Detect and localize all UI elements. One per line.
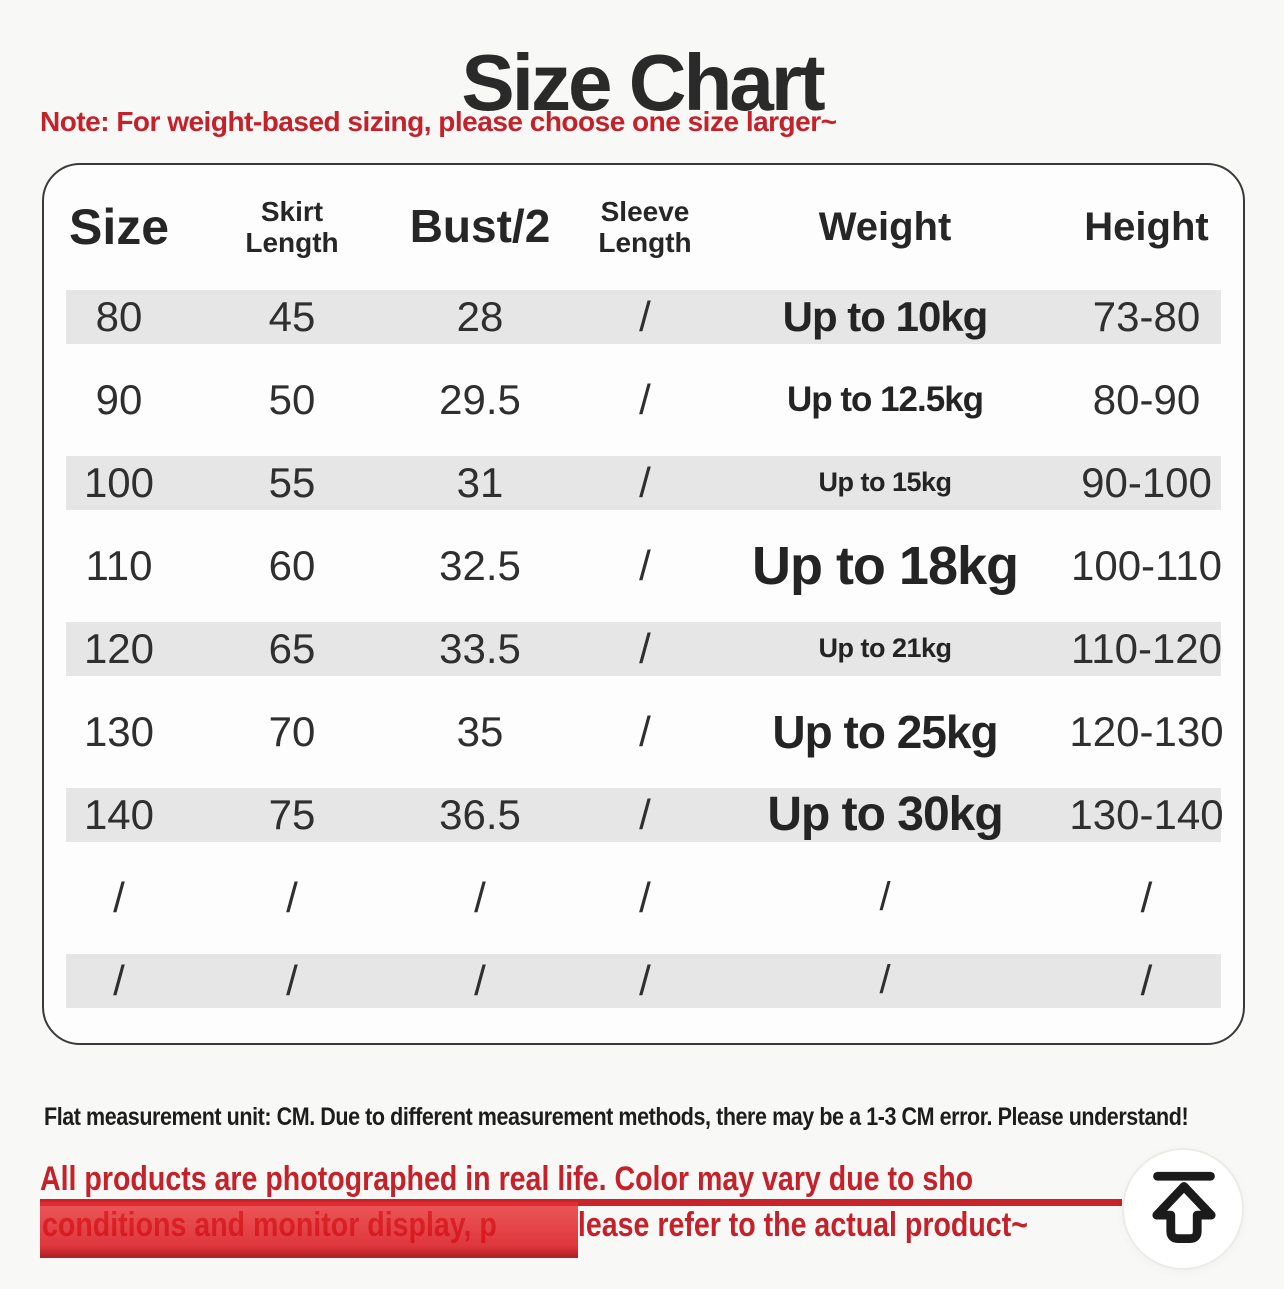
sizing-note: Note: For weight-based sizing, please ch… xyxy=(40,106,837,137)
bust-cell: / xyxy=(474,956,486,1004)
height-cell: 110-120 xyxy=(1070,624,1223,672)
height-cell: 120-130 xyxy=(1069,707,1224,755)
sleeve-cell: / xyxy=(639,375,651,423)
back-to-top-icon xyxy=(1152,1171,1216,1244)
header-sleeve-length: Sleeve Length xyxy=(598,195,692,258)
skirt-cell: 60 xyxy=(268,541,316,589)
measurement-note: Flat measurement unit: CM. Due to differ… xyxy=(44,1103,1189,1131)
weight-cell: Up to 12.5kg xyxy=(786,379,984,419)
skirt-cell: 75 xyxy=(268,790,316,838)
red-redaction-block xyxy=(40,1202,578,1258)
bust-cell: / xyxy=(474,873,486,921)
header-skirt-length: Skirt Length xyxy=(245,195,339,258)
weight-cell: Up to 18kg xyxy=(751,535,1019,596)
height-cell: 100-110 xyxy=(1070,541,1223,589)
size-cell: 100 xyxy=(83,458,155,506)
skirt-cell: 50 xyxy=(268,375,316,423)
height-cell: / xyxy=(1140,873,1153,921)
weight-cell: Up to 15kg xyxy=(818,467,952,497)
header-height: Height xyxy=(1084,204,1209,249)
size-cell: 130 xyxy=(83,707,155,755)
bust-cell: 36.5 xyxy=(439,790,521,838)
height-cell: 130-140 xyxy=(1069,790,1224,838)
skirt-cell: / xyxy=(286,873,298,921)
bust-cell: 33.5 xyxy=(439,624,521,672)
sleeve-cell: / xyxy=(639,292,651,340)
table-row: 100 55 31 / Up to 15kg 90-100 xyxy=(44,441,1243,524)
table-row: 120 65 33.5 / Up to 21kg 110-120 xyxy=(44,607,1243,690)
table-row: 80 45 28 / Up to 10kg 73-80 xyxy=(44,275,1243,358)
weight-cell: / xyxy=(879,958,891,1002)
bust-cell: 28 xyxy=(456,292,504,340)
sleeve-cell: / xyxy=(639,707,651,755)
weight-cell: Up to 21kg xyxy=(818,633,952,663)
header-weight: Weight xyxy=(818,204,952,249)
size-cell: 140 xyxy=(83,790,155,838)
header-size: Size xyxy=(68,199,170,255)
table-row: 90 50 29.5 / Up to 12.5kg 80-90 xyxy=(44,358,1243,441)
skirt-cell: / xyxy=(286,956,298,1004)
size-cell: 110 xyxy=(85,541,153,589)
page-title: Size Chart xyxy=(461,37,825,127)
sleeve-cell: / xyxy=(639,624,651,672)
skirt-cell: 55 xyxy=(268,458,316,506)
bust-cell: 35 xyxy=(456,707,504,755)
height-cell: 90-100 xyxy=(1081,458,1212,506)
header-bust-half: Bust/2 xyxy=(409,200,551,253)
table-row: 140 75 36.5 / Up to 30kg 130-140 xyxy=(44,773,1243,856)
red-notice-line1: All products are photographed in real li… xyxy=(40,1160,974,1198)
skirt-cell: 65 xyxy=(268,624,316,672)
table-row: / / / / / / xyxy=(44,939,1243,1022)
height-cell: 73-80 xyxy=(1092,292,1201,340)
size-cell: 90 xyxy=(95,375,143,423)
size-cell: 120 xyxy=(83,624,155,672)
skirt-cell: 70 xyxy=(268,707,316,755)
bust-cell: 32.5 xyxy=(439,541,521,589)
table-header-row: Size Skirt Length Bust/2 Sleeve Length W… xyxy=(44,165,1243,275)
height-cell: / xyxy=(1140,956,1153,1004)
sleeve-cell: / xyxy=(639,790,651,838)
weight-cell: Up to 30kg xyxy=(767,788,1003,841)
skirt-cell: 45 xyxy=(268,292,316,340)
sleeve-cell: / xyxy=(639,873,651,921)
weight-cell: Up to 25kg xyxy=(772,705,998,758)
sleeve-cell: / xyxy=(639,956,651,1004)
red-notice-line2-visible: lease refer to the actual product~ xyxy=(577,1206,1028,1244)
sleeve-cell: / xyxy=(639,541,651,589)
size-chart-table: Size Skirt Length Bust/2 Sleeve Length W… xyxy=(42,163,1245,1045)
weight-cell: / xyxy=(879,875,891,919)
weight-cell: Up to 10kg xyxy=(782,292,989,340)
table-row: 130 70 35 / Up to 25kg 120-130 xyxy=(44,690,1243,773)
size-cell: / xyxy=(113,956,125,1004)
bust-cell: 31 xyxy=(456,458,504,506)
size-cell: / xyxy=(113,873,125,921)
back-to-top-button[interactable] xyxy=(1122,1148,1244,1270)
sleeve-cell: / xyxy=(639,458,651,506)
height-cell: 80-90 xyxy=(1092,375,1201,423)
red-underline xyxy=(40,1199,1122,1206)
table-row: / / / / / / xyxy=(44,856,1243,939)
size-cell: 80 xyxy=(95,292,143,340)
bust-cell: 29.5 xyxy=(439,375,521,423)
table-row: 110 60 32.5 / Up to 18kg 100-110 xyxy=(44,524,1243,607)
